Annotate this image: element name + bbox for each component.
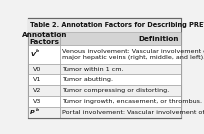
Bar — [28, 96, 60, 107]
Text: Portal involvement: Vascular involvement of the main po: Portal involvement: Vascular involvement… — [62, 110, 204, 115]
Text: V3: V3 — [33, 99, 41, 104]
Text: b: b — [35, 49, 39, 53]
Text: Tumor ingrowth, encasement, or thrombus.: Tumor ingrowth, encasement, or thrombus. — [62, 99, 202, 104]
Text: b: b — [35, 108, 39, 112]
Bar — [28, 85, 60, 96]
Bar — [60, 85, 181, 96]
Text: Table 2. Annotation Factors for Describing PRETEXT and PC: Table 2. Annotation Factors for Describi… — [30, 22, 204, 28]
Bar — [28, 107, 60, 118]
Text: Tumor within 1 cm.: Tumor within 1 cm. — [62, 67, 124, 72]
Text: Tumor abutting.: Tumor abutting. — [62, 77, 113, 82]
Bar — [28, 18, 181, 32]
Bar — [60, 107, 181, 118]
Bar — [60, 96, 181, 107]
Text: V0: V0 — [33, 67, 41, 72]
Text: P: P — [30, 110, 35, 115]
Bar — [28, 32, 60, 45]
Text: V: V — [30, 52, 35, 57]
Text: V1: V1 — [33, 77, 42, 82]
Text: V2: V2 — [33, 88, 41, 93]
Text: Annotation
Factors: Annotation Factors — [22, 32, 67, 45]
Bar — [60, 64, 181, 75]
Bar — [60, 75, 181, 85]
Text: Venous involvement: Vascular involvement of the retrohe
major hepatic veins (rig: Venous involvement: Vascular involvement… — [62, 49, 204, 60]
Bar — [28, 75, 60, 85]
Bar — [60, 45, 181, 64]
Text: Tumor compressing or distorting.: Tumor compressing or distorting. — [62, 88, 170, 93]
Bar — [28, 45, 60, 64]
Bar — [28, 64, 60, 75]
Bar — [60, 32, 181, 45]
Text: Definition: Definition — [139, 36, 179, 42]
